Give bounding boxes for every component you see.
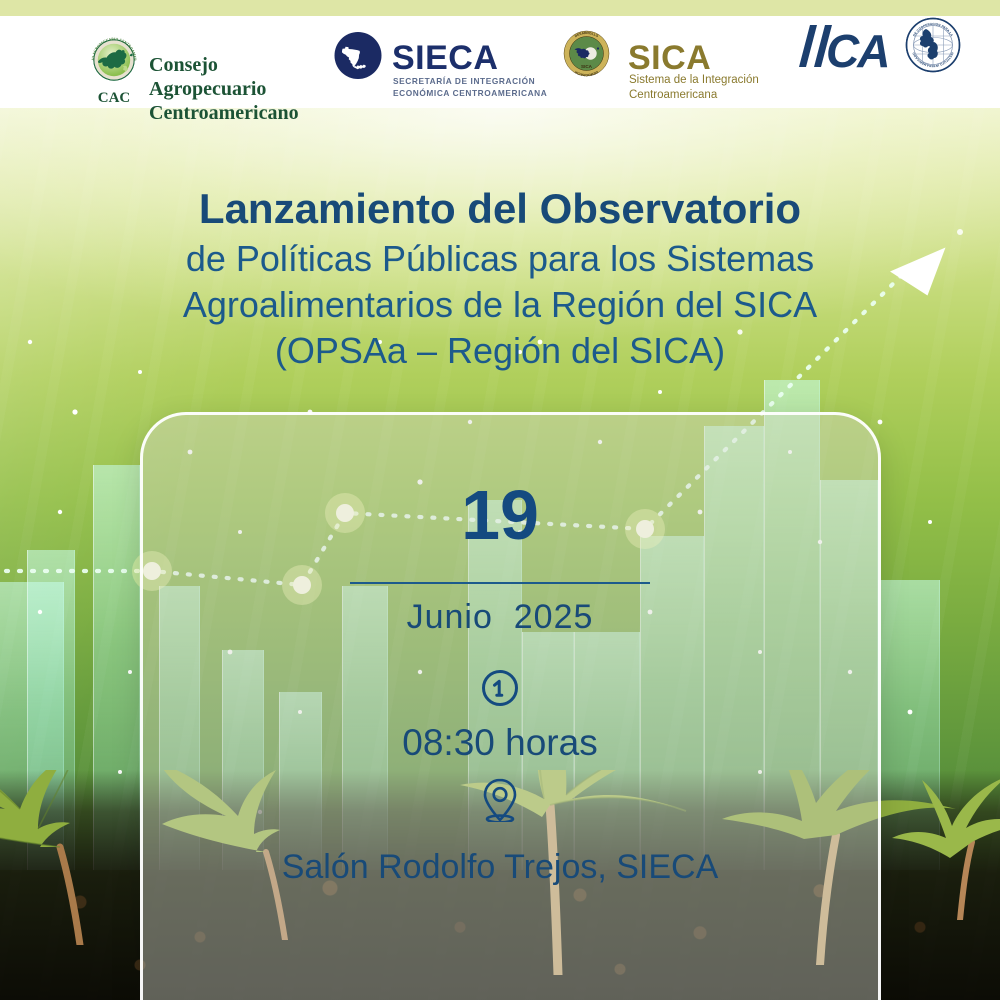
svg-text:CA: CA [826, 25, 888, 72]
svg-text:SICA: SICA [581, 64, 593, 69]
svg-text:CONSEJO AGROPECUARIO CENTROAME: CONSEJO AGROPECUARIO CENTROAMERICANO [90, 37, 137, 61]
svg-text:CAC: CAC [98, 90, 131, 106]
